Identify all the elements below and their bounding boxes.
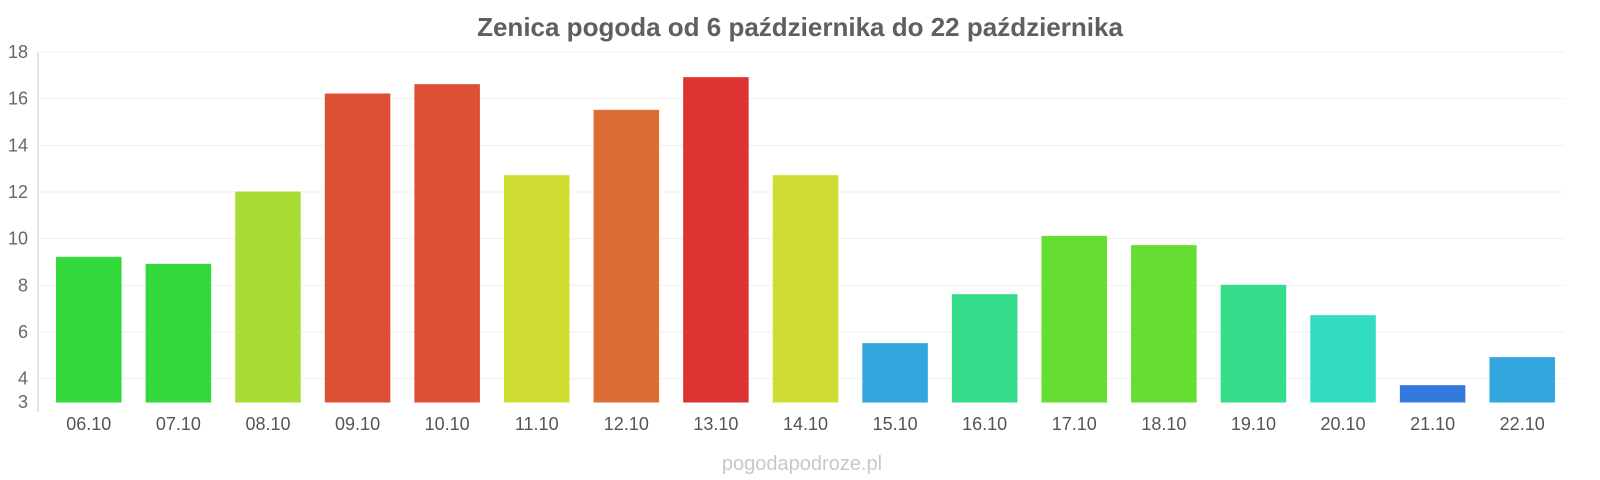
x-tick-label: 10.10: [425, 414, 470, 434]
x-tick-label: 12.10: [604, 414, 649, 434]
y-tick-label: 18: [8, 42, 28, 62]
x-tick-label: 06.10: [66, 414, 111, 434]
chart-title: Zenica pogoda od 6 października do 22 pa…: [477, 12, 1123, 42]
y-tick-label: 12: [8, 182, 28, 202]
y-tick-label: 6: [18, 322, 28, 342]
bar-14.10: [772, 175, 839, 403]
x-tick-label: 19.10: [1231, 414, 1276, 434]
bar-17.10: [1041, 235, 1108, 403]
y-tick-label: 10: [8, 229, 28, 249]
x-tick-label: 07.10: [156, 414, 201, 434]
y-tick-label: 4: [18, 369, 28, 389]
bar-10.10: [414, 84, 480, 403]
x-tick-label: 18.10: [1141, 414, 1186, 434]
bar-09.10: [324, 93, 391, 403]
bar-20.10: [1310, 315, 1376, 403]
bar-19.10: [1220, 284, 1287, 403]
x-tick-label: 13.10: [693, 414, 738, 434]
bar-12.10: [593, 109, 660, 403]
x-tick-label: 22.10: [1500, 414, 1545, 434]
site-credit: pogodapodroze.pl: [722, 453, 882, 475]
y-axis-tick-labels: 3 4 6 8 10 12 14 16 18: [8, 42, 28, 412]
bar-08.10: [235, 191, 301, 403]
bars: [56, 77, 1555, 403]
x-tick-label: 16.10: [962, 414, 1007, 434]
bar-06.10: [56, 256, 122, 403]
bar-11.10: [503, 175, 570, 403]
x-tick-label: 11.10: [515, 414, 559, 434]
x-tick-label: 09.10: [335, 414, 380, 434]
bar-13.10: [683, 77, 749, 403]
x-tick-label: 14.10: [783, 414, 828, 434]
x-tick-label: 17.10: [1052, 414, 1097, 434]
y-tick-label: 14: [8, 135, 28, 155]
y-tick-label: 8: [18, 275, 28, 295]
x-tick-label: 08.10: [245, 414, 290, 434]
bar-21.10: [1399, 385, 1466, 403]
x-tick-label: 20.10: [1321, 414, 1366, 434]
bar-07.10: [145, 263, 212, 403]
y-tick-label: 16: [8, 89, 28, 109]
y-tick-label: 3: [18, 392, 28, 412]
bar-15.10: [862, 343, 928, 403]
x-tick-label: 21.10: [1410, 414, 1455, 434]
bar-16.10: [951, 294, 1018, 403]
bar-22.10: [1489, 357, 1555, 403]
x-axis-tick-labels: 06.10 07.10 08.10 09.10 10.10 11.10 12.10 13.10…: [66, 414, 1544, 434]
x-tick-label: 15.10: [873, 414, 918, 434]
bar-18.10: [1131, 245, 1197, 403]
